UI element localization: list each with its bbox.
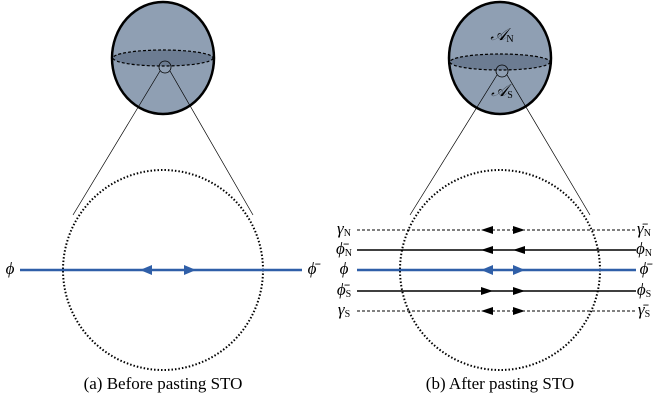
arrow	[513, 226, 525, 234]
label: γN	[337, 219, 351, 239]
zoom-line	[506, 74, 591, 216]
label: γS	[338, 300, 350, 320]
arrow	[513, 287, 525, 295]
label: 𝒜S	[491, 81, 513, 101]
equator	[112, 49, 214, 67]
arrow	[481, 287, 493, 295]
label-sub: N	[645, 248, 652, 259]
label-sub: S	[645, 309, 651, 320]
label: ϕ	[340, 259, 349, 278]
label-base: ϕ	[340, 259, 349, 278]
label-base: γ	[338, 300, 346, 319]
label-sub: N	[506, 34, 513, 45]
zoom-point	[158, 60, 172, 74]
arrow	[481, 246, 493, 254]
label-sub: N	[644, 228, 651, 239]
label-base: ϕ̄	[640, 259, 654, 278]
label-base: 𝒜	[491, 81, 512, 100]
label-sub: S	[646, 289, 652, 300]
label: ϕN	[636, 239, 652, 259]
zoom-point	[495, 64, 509, 78]
label: ϕ̄	[308, 259, 322, 278]
label: ϕ̄N	[336, 239, 352, 259]
label: ϕ	[6, 259, 15, 278]
arrow	[481, 265, 493, 275]
arrow	[513, 265, 525, 275]
label: 𝒜N	[490, 25, 513, 45]
label-sub: N	[345, 248, 352, 259]
label: ϕ̄	[640, 259, 654, 278]
label: ϕ̄S	[337, 280, 351, 300]
label-sub: N	[344, 228, 351, 239]
zoom-line	[169, 70, 254, 216]
arrow	[140, 265, 152, 275]
arrow	[184, 265, 196, 275]
arrow	[481, 307, 493, 315]
arrow	[481, 226, 493, 234]
label: γ̄S	[638, 300, 650, 320]
arrow	[513, 246, 525, 254]
label: γ̄N	[637, 219, 651, 239]
zoom-line	[409, 74, 498, 216]
panel-a: ϕ ϕ̄ (a) Before pasting STO	[6, 0, 322, 393]
label-base: ϕ	[636, 239, 645, 258]
arrow	[513, 307, 525, 315]
label-base: γ̄	[638, 300, 650, 319]
label-base: γ	[337, 219, 345, 238]
caption: (b) After pasting STO	[426, 374, 574, 393]
equator	[449, 53, 551, 71]
label-base: γ̄	[637, 219, 649, 238]
panel-b: 𝒜N 𝒜S (b) After pasting STO γN γ̄Nϕ̄N ϕNϕ ϕ…	[336, 0, 654, 393]
label-sub: S	[507, 90, 513, 101]
label-base: ϕ	[637, 280, 646, 299]
label-sub: S	[345, 309, 351, 320]
label: ϕS	[637, 280, 651, 300]
zoom-line	[72, 70, 161, 216]
label-sub: S	[346, 289, 352, 300]
caption: (a) Before pasting STO	[84, 374, 243, 393]
label-base: 𝒜	[490, 25, 511, 44]
